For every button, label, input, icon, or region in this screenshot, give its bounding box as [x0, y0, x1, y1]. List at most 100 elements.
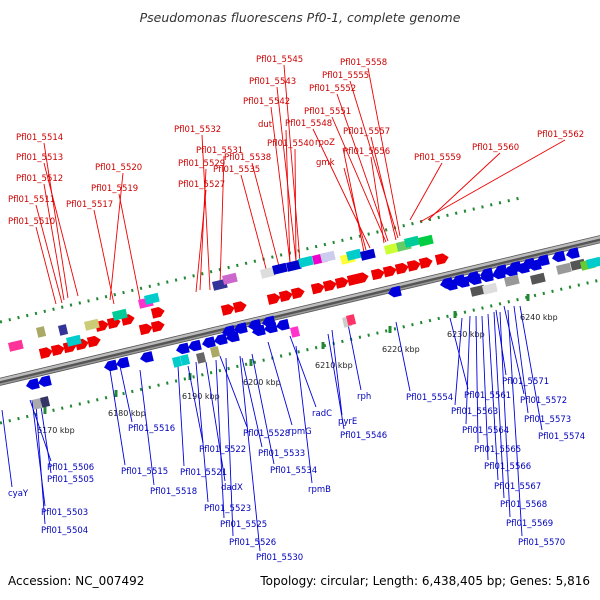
forward-leader-line — [35, 226, 57, 305]
forward-gene-label: Pfl01_5559 — [414, 153, 461, 163]
genome-stats-label: Topology: circular; Length: 6,438,405 bp… — [260, 574, 590, 588]
reverse-leader-line — [39, 399, 52, 474]
gene-feature — [180, 354, 191, 366]
reverse-leader-line — [487, 313, 499, 481]
reverse-leader-line — [289, 335, 317, 408]
forward-leader-line — [409, 162, 443, 221]
forward-gene-arrow — [334, 277, 349, 289]
gene-feature — [66, 334, 82, 347]
forward-leader-line — [370, 136, 397, 241]
gene-feature — [298, 255, 314, 268]
reverse-gene-label: Pfl01_5505 — [47, 475, 94, 485]
reverse-gene-label: Pfl01_5526 — [229, 538, 276, 548]
reverse-leader-line — [331, 329, 343, 416]
ruler-tick-label: 6220 kbp — [382, 345, 420, 354]
reverse-leader-line — [493, 311, 505, 499]
forward-gene-label: dut — [258, 120, 273, 130]
reverse-leader-line — [495, 309, 507, 376]
gene-feature — [40, 396, 51, 408]
forward-gene-arrow — [322, 279, 337, 292]
reverse-leader-line — [475, 315, 479, 444]
ruler-tick-label: 6210 kbp — [315, 361, 353, 370]
gene-feature — [112, 308, 128, 321]
forward-leader-line — [240, 174, 269, 277]
reverse-gene-label: Pfl01_5561 — [464, 391, 511, 401]
forward-gene-arrow — [310, 282, 325, 295]
reverse-gene-label: Pfl01_5570 — [518, 538, 565, 548]
gene-feature — [360, 248, 376, 261]
reverse-gene-arrow — [248, 318, 262, 331]
gene-feature — [35, 326, 47, 338]
reverse-gene-label: Pfl01_5572 — [520, 396, 567, 406]
reverse-gene-label: Pfl01_5573 — [524, 415, 571, 425]
forward-leader-line — [219, 155, 225, 287]
reverse-gene-label: Pfl01_5567 — [494, 482, 541, 492]
forward-leader-line — [93, 209, 115, 305]
reverse-leader-line — [465, 315, 471, 425]
reverse-gene-label: Pfl01_5546 — [340, 431, 387, 441]
forward-leader-line — [270, 106, 291, 263]
forward-gene-arrow — [106, 317, 121, 330]
forward-gene-label: Pfl01_5555 — [322, 71, 369, 81]
reverse-gene-label: Pfl01_5574 — [538, 432, 585, 442]
reverse-gene-label: Pfl01_5571 — [502, 377, 549, 387]
forward-gene-label: Pfl01_5520 — [95, 163, 142, 173]
forward-gene-arrow — [278, 290, 293, 302]
forward-leader-line — [427, 152, 501, 221]
reverse-gene-label: Pfl01_5566 — [484, 462, 531, 472]
forward-gene-label: Pfl01_5548 — [285, 119, 332, 129]
forward-gene-label: Pfl01_5519 — [91, 184, 138, 194]
forward-gene-label: Pfl01_5545 — [256, 55, 303, 65]
reverse-leader-line — [177, 365, 185, 467]
forward-gene-label: Pfl01_5532 — [174, 125, 221, 135]
forward-gene-label: gmk — [316, 158, 335, 168]
forward-gene-arrow — [50, 344, 65, 357]
reverse-gene-label: Pfl01_5515 — [121, 467, 168, 477]
reverse-leader-line — [251, 353, 275, 465]
forward-gene-label: Pfl01_5513 — [16, 153, 63, 163]
reverse-leader-line — [1, 409, 13, 488]
reverse-leader-line — [267, 341, 293, 426]
gene-feature — [286, 259, 302, 272]
reverse-gene-arrow — [276, 318, 290, 331]
reverse-leader-line — [195, 361, 209, 503]
gene-feature — [346, 314, 357, 326]
reverse-gene-arrow — [176, 342, 190, 355]
forward-gene-label: Pfl01_5556 — [343, 147, 390, 157]
gene-feature — [210, 346, 221, 358]
forward-gene-label: Pfl01_5538 — [224, 153, 271, 163]
reverse-leader-line — [139, 369, 155, 486]
reverse-gene-label: Pfl01_5569 — [506, 519, 553, 529]
forward-gene-label: Pfl01_5512 — [16, 174, 63, 184]
reverse-gene-label: Pfl01_5563 — [451, 407, 498, 417]
reverse-gene-arrow — [214, 333, 228, 346]
gene-feature — [586, 256, 600, 269]
ruler-ticks: 6170 kbp 6180 kbp 6190 kbp 6200 kbp 6210 kbp… — [37, 294, 558, 435]
reverse-gene-arrow — [566, 247, 580, 259]
ruler-tick-label: 6190 kbp — [182, 392, 220, 401]
gene-feature — [404, 235, 420, 248]
reverse-leader-line — [481, 315, 489, 461]
forward-gene-arrow — [38, 347, 53, 359]
forward-gene-label: Pfl01_5540 — [267, 139, 314, 149]
reverse-gene-label: Pfl01_5565 — [474, 445, 521, 455]
forward-gene-label: Pfl01_5562 — [537, 130, 584, 140]
gene-feature — [196, 352, 207, 364]
reverse-gene-arrow — [388, 285, 402, 298]
reverse-leader-line — [215, 359, 225, 519]
gene-feature — [469, 284, 486, 297]
forward-leader-line — [43, 183, 65, 301]
reverse-leader-line — [395, 321, 411, 392]
forward-gene-label: Pfl01_5531 — [196, 146, 243, 156]
forward-leader-line — [35, 204, 63, 304]
reverse-leader-line — [347, 323, 362, 391]
forward-gene-label: Pfl01_5552 — [309, 84, 356, 94]
reverse-leader-line — [205, 361, 226, 482]
forward-gene-label: Pfl01_5535 — [213, 165, 260, 175]
forward-gene-label: Pfl01_5558 — [340, 58, 387, 68]
forward-leader-line — [199, 168, 207, 291]
reverse-gene-label: Pfl01_5534 — [270, 466, 317, 476]
forward-leader-line — [343, 167, 367, 251]
forward-gene-arrow — [434, 253, 449, 266]
reverse-leader-line — [241, 357, 263, 448]
